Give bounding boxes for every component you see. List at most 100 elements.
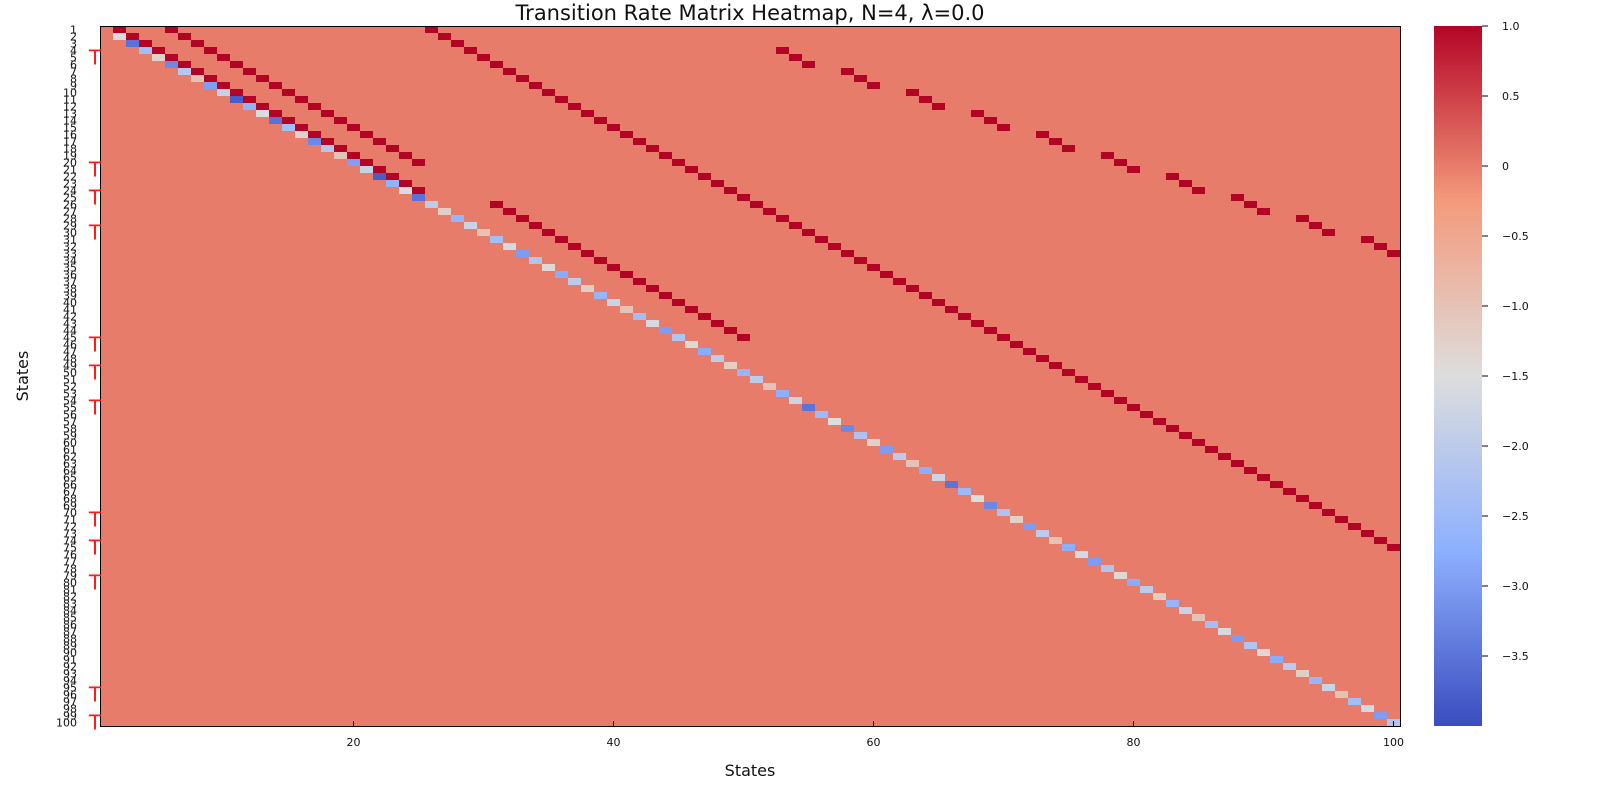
heatmap-cell [893,278,906,285]
heatmap-cell [334,117,347,124]
heatmap-cell [490,236,503,243]
heatmap-cell [841,425,854,432]
heatmap-cell [854,432,867,439]
y-tick-label: 40 [63,297,77,310]
heatmap-cell [711,320,724,327]
heatmap-cell [139,40,152,47]
y-tick-label: 47 [63,346,77,359]
heatmap-cell [217,89,230,96]
heatmap-cell [1361,705,1374,712]
heatmap-cell [1322,684,1335,691]
y-tick-label: 98 [63,703,77,716]
heatmap-cell [204,82,217,89]
heatmap-cell [178,33,191,40]
y-tick-label: 75 [63,542,77,555]
y-tick-label: 28 [63,213,77,226]
row-marker: T [88,46,102,70]
heatmap-cell [1322,509,1335,516]
y-tick-label: 97 [63,696,77,709]
heatmap-cell [711,355,724,362]
heatmap-cell [269,82,282,89]
y-tick-label: 37 [63,276,77,289]
row-marker: T [88,396,102,420]
y-tick-label: 62 [63,451,77,464]
heatmap-cell [1231,194,1244,201]
y-tick-label: 5 [70,52,77,65]
y-tick-label: 83 [63,598,77,611]
heatmap-cell [360,131,373,138]
heatmap-cell [490,61,503,68]
y-tick-label: 84 [63,605,77,618]
heatmap-cell [503,243,516,250]
y-tick-label: 99 [63,710,77,723]
heatmap-cell [126,40,139,47]
y-tick-label: 43 [63,318,77,331]
heatmap-cell [1283,488,1296,495]
y-tick-label: 95 [63,682,77,695]
heatmap-cell [451,215,464,222]
y-tick-label: 77 [63,556,77,569]
heatmap-cell [789,397,802,404]
heatmap-cell [581,110,594,117]
heatmap-cell [243,103,256,110]
heatmap-cell [945,481,958,488]
heatmap-cell [256,75,269,82]
heatmap-cell [841,250,854,257]
heatmap-cell [1296,215,1309,222]
y-tick-label: 44 [63,325,77,338]
heatmap-cell [750,201,763,208]
heatmap-cell [399,180,412,187]
heatmap-cell [1049,362,1062,369]
heatmap-cell [841,68,854,75]
y-tick-label: 79 [63,570,77,583]
y-tick-label: 1 [70,24,77,37]
heatmap-cell [984,327,997,334]
heatmap-cell [1387,250,1400,257]
heatmap-cell [1114,397,1127,404]
heatmap-cell [1205,446,1218,453]
heatmap-cell [451,40,464,47]
heatmap-cell [724,187,737,194]
heatmap-cell [230,89,243,96]
heatmap-cell [347,159,360,166]
heatmap-cell [1257,474,1270,481]
y-tick-label: 29 [63,220,77,233]
heatmap-cell [152,54,165,61]
y-tick-label: 87 [63,626,77,639]
heatmap-cell [867,264,880,271]
heatmap-cell [191,40,204,47]
heatmap-cell [1374,712,1387,719]
heatmap-cell [789,54,802,61]
heatmap-cell [698,348,711,355]
heatmap-cell [542,264,555,271]
heatmap-cell [672,159,685,166]
heatmap-cell [1166,600,1179,607]
heatmap-cell [542,89,555,96]
heatmap-cell [1166,425,1179,432]
y-tick-label: 71 [63,514,77,527]
heatmap-cell [1101,152,1114,159]
heatmap-cell [204,47,217,54]
heatmap-cell [217,82,230,89]
heatmap-cell [1231,635,1244,642]
y-tick-label: 13 [63,108,77,121]
heatmap-cell [672,334,685,341]
row-marker: T [88,158,102,182]
heatmap-cell [1309,502,1322,509]
heatmap-cell [204,75,217,82]
y-tick-label: 35 [63,262,77,275]
heatmap-cell [347,124,360,131]
heatmap-cell [828,243,841,250]
heatmap-cell [412,187,425,194]
colorbar [1434,26,1482,726]
y-tick-label: 19 [63,150,77,163]
heatmap-cell [399,187,412,194]
x-axis-label: States [725,761,776,780]
heatmap-cell [607,124,620,131]
row-marker: T [88,711,102,735]
heatmap-cell [1075,551,1088,558]
heatmap-cell [659,152,672,159]
heatmap-cell [438,33,451,40]
y-tick-label: 85 [63,612,77,625]
